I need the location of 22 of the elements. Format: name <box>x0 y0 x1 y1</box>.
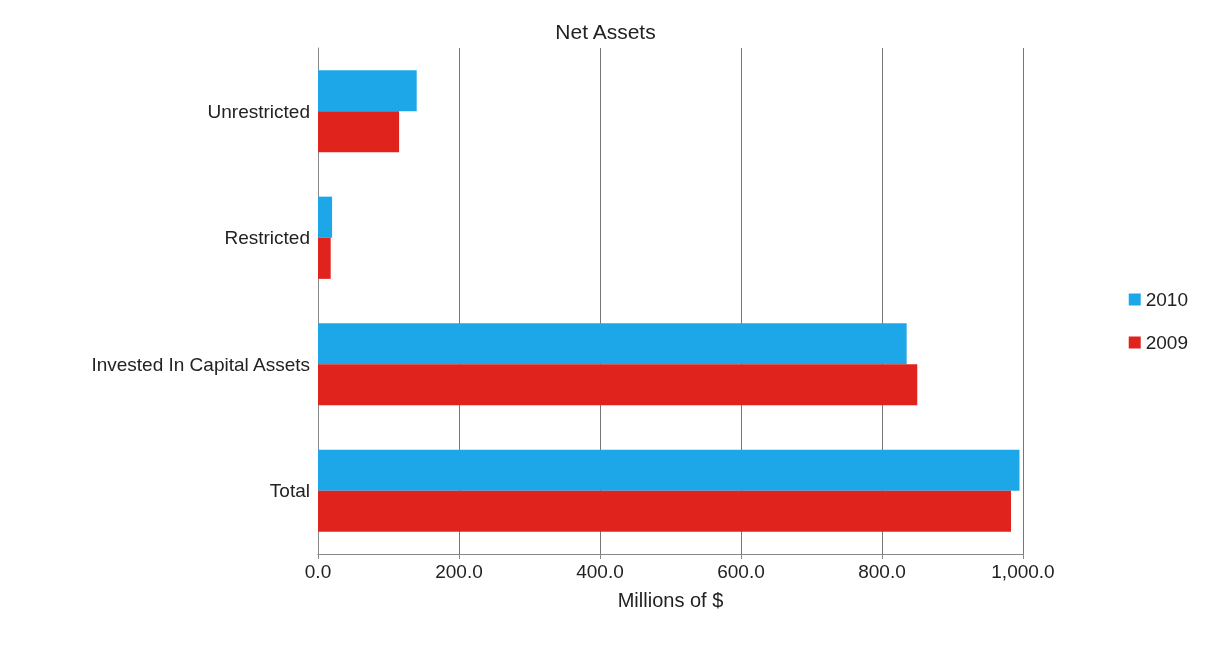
bar <box>318 196 333 238</box>
x-tick-label: 400.0 <box>576 561 624 582</box>
bar <box>318 237 331 279</box>
bar <box>318 449 1020 491</box>
bar <box>318 111 400 153</box>
chart-title: Net Assets <box>555 20 656 43</box>
y-tick-label: Restricted <box>224 227 310 249</box>
x-axis-title: Millions of $ <box>617 589 724 611</box>
bar <box>318 70 417 112</box>
x-tick-label: 800.0 <box>858 561 906 582</box>
bar <box>318 490 1012 532</box>
x-tick-label: 600.0 <box>717 561 765 582</box>
x-tick-label: 1,000.0 <box>991 561 1055 582</box>
x-tick-label: 0.0 <box>304 561 332 582</box>
bar <box>318 364 918 406</box>
y-tick-label: Total <box>269 480 310 502</box>
y-tick-label: Unrestricted <box>207 100 310 122</box>
legend-label: 2010 <box>1145 289 1189 310</box>
y-tick-label: Invested In Capital Assets <box>91 353 310 375</box>
bar <box>318 323 907 365</box>
legend-label: 2009 <box>1145 332 1189 353</box>
x-tick-label: 200.0 <box>435 561 483 582</box>
